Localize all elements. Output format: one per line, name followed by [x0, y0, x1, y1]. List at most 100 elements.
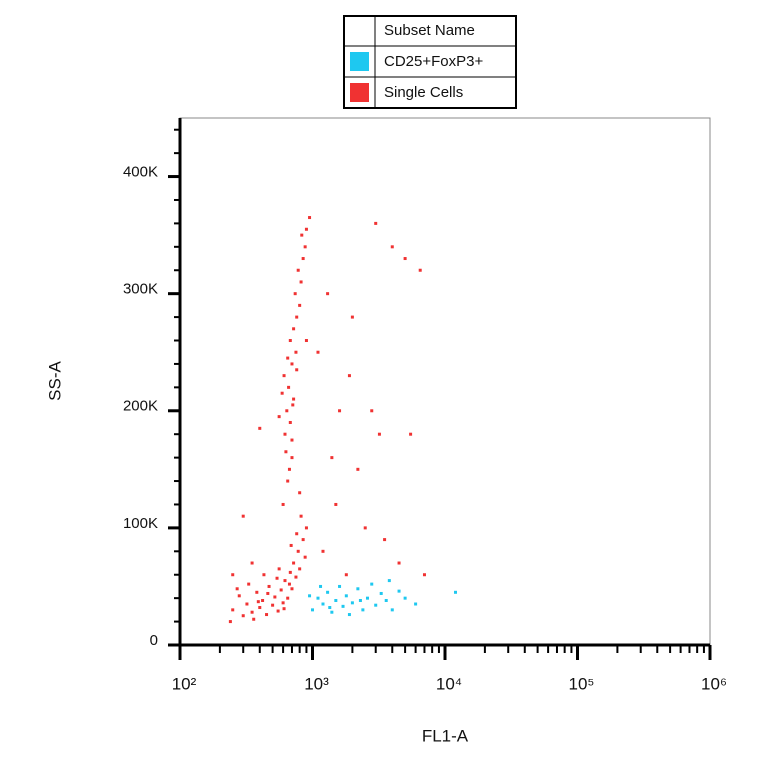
data-point	[290, 587, 294, 591]
data-point	[453, 590, 457, 594]
data-point	[293, 292, 297, 296]
data-point	[290, 456, 294, 460]
data-point	[363, 526, 367, 530]
data-point	[338, 584, 342, 588]
data-point	[292, 327, 296, 331]
data-point	[338, 409, 342, 413]
data-point	[296, 549, 300, 553]
legend-title: Subset Name	[384, 22, 475, 39]
data-point	[299, 514, 303, 518]
data-point	[247, 582, 251, 586]
data-point	[384, 598, 388, 602]
data-point	[326, 292, 330, 296]
data-point	[397, 589, 401, 593]
data-point	[311, 608, 314, 612]
data-point	[283, 432, 287, 436]
data-point	[390, 245, 394, 249]
data-point	[275, 576, 279, 580]
y-tick-label: 200K	[123, 398, 158, 415]
x-tick-label: 10⁵	[569, 674, 595, 693]
data-point	[235, 587, 239, 591]
data-point	[387, 579, 391, 583]
data-point	[370, 409, 374, 413]
y-tick-label: 0	[150, 632, 158, 649]
data-point	[287, 467, 291, 471]
data-point	[370, 582, 374, 586]
data-point	[361, 608, 365, 612]
y-axis-label: SS-A	[45, 361, 64, 401]
legend-box	[343, 15, 517, 109]
data-point	[303, 555, 307, 559]
data-point	[288, 570, 292, 574]
data-point	[377, 432, 381, 436]
data-point	[330, 610, 334, 614]
data-point	[295, 315, 299, 319]
data-point	[295, 368, 299, 372]
data-point	[300, 233, 304, 237]
x-tick-label: 10²	[172, 674, 197, 693]
data-point	[290, 362, 294, 366]
data-point	[330, 456, 334, 460]
data-point	[299, 280, 303, 284]
data-point	[282, 607, 286, 611]
data-point	[397, 561, 401, 565]
data-point	[303, 245, 307, 249]
data-point	[294, 350, 298, 354]
data-point	[289, 543, 293, 547]
data-point	[241, 514, 245, 518]
data-point	[252, 617, 256, 621]
data-point	[301, 257, 305, 261]
data-point	[250, 561, 254, 565]
data-point	[258, 426, 262, 430]
data-point	[231, 573, 235, 577]
data-point	[403, 596, 407, 600]
data-point	[418, 268, 422, 272]
data-point	[403, 257, 407, 261]
data-point	[409, 432, 413, 436]
data-point	[241, 614, 245, 618]
x-tick-label: 10⁴	[436, 674, 462, 693]
data-point	[285, 409, 289, 413]
data-point	[383, 538, 387, 542]
data-point	[341, 604, 345, 608]
x-tick-label: 10³	[304, 674, 329, 693]
data-point	[356, 587, 360, 591]
data-point	[262, 573, 266, 577]
data-point	[295, 532, 299, 536]
data-point	[288, 420, 292, 424]
data-point	[304, 339, 308, 343]
x-axis-label: FL1-A	[422, 726, 469, 745]
legend: Subset Name CD25+FoxP3+ Single Cells	[343, 15, 517, 109]
data-point	[298, 567, 302, 571]
data-point	[250, 610, 254, 614]
y-tick-label: 300K	[123, 281, 158, 298]
data-point	[282, 374, 286, 378]
data-point	[265, 613, 269, 617]
data-point	[344, 594, 348, 598]
plot-area	[179, 117, 711, 646]
x-tick-label: 10⁶	[701, 674, 727, 693]
data-point	[277, 567, 281, 571]
data-point	[390, 608, 394, 612]
legend-label: CD25+FoxP3+	[384, 53, 483, 70]
data-point	[255, 590, 259, 594]
data-point	[237, 594, 241, 598]
data-point	[273, 595, 277, 599]
y-tick-label: 100K	[123, 515, 158, 532]
data-point	[347, 613, 351, 617]
data-point	[321, 602, 325, 606]
data-point	[286, 356, 290, 360]
data-point	[228, 620, 232, 624]
data-point	[365, 596, 369, 600]
data-point	[261, 598, 265, 602]
data-point	[283, 579, 287, 583]
data-point	[288, 339, 292, 343]
data-point	[286, 479, 290, 483]
data-point	[284, 450, 288, 454]
data-point	[374, 603, 378, 607]
data-point	[316, 596, 320, 600]
data-point	[334, 598, 338, 602]
data-point	[358, 598, 362, 602]
legend-label: Single Cells	[384, 84, 463, 101]
